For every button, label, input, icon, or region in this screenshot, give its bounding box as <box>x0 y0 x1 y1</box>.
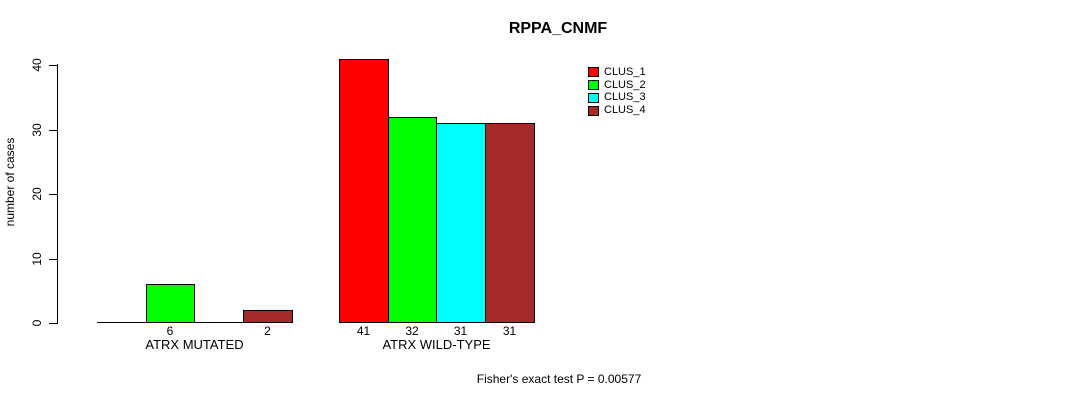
bar-clus_1-group2 <box>339 59 389 323</box>
y-axis-tick <box>49 259 58 260</box>
x-category-label: ATRX MUTATED <box>145 337 244 352</box>
bar-clus_2-group1 <box>146 284 195 323</box>
y-axis-tick-label: 40 <box>30 58 44 72</box>
y-axis-tick-label: 10 <box>30 252 44 266</box>
y-axis-tick-label: 0 <box>30 319 44 327</box>
bar-value-label: 2 <box>264 324 271 338</box>
legend-swatch-clus_2 <box>588 80 599 91</box>
chart-title: RPPA_CNMF <box>508 20 608 37</box>
y-axis-tick <box>49 65 58 66</box>
bar-clus_4-group2 <box>485 123 535 323</box>
legend-label: CLUS_3 <box>604 91 646 104</box>
legend-swatch-clus_4 <box>588 105 599 116</box>
y-axis-tick-label: 20 <box>30 187 44 201</box>
y-axis-tick <box>49 194 58 195</box>
legend-label: CLUS_1 <box>604 65 646 78</box>
bar-clus_4-group1 <box>243 310 293 323</box>
y-axis-tick <box>49 323 58 324</box>
group-baseline <box>97 322 293 323</box>
legend-swatch-clus_1 <box>588 67 599 78</box>
x-category-label: ATRX WILD-TYPE <box>382 337 491 352</box>
legend-item-clus_1: CLUS_1 <box>588 66 646 79</box>
bar-value-label: 31 <box>502 324 517 338</box>
y-axis-tick-label: 30 <box>30 123 44 137</box>
annotation-fisher-test: Fisher's exact test P = 0.00577 <box>476 372 642 386</box>
legend: CLUS_1 CLUS_2 CLUS_3 CLUS_4 <box>588 66 646 117</box>
legend-swatch-clus_3 <box>588 92 599 103</box>
legend-label: CLUS_2 <box>604 78 646 91</box>
y-axis-line <box>57 64 58 323</box>
bar-clus_2-group2 <box>388 117 437 323</box>
bar-value-label: 6 <box>166 324 174 338</box>
y-axis-tick <box>49 130 58 131</box>
legend-item-clus_2: CLUS_2 <box>588 79 646 92</box>
bar-value-label: 41 <box>356 324 371 338</box>
bar-clus_3-group2 <box>436 123 486 323</box>
legend-label: CLUS_4 <box>604 104 646 117</box>
legend-item-clus_4: CLUS_4 <box>588 104 646 117</box>
bar-value-label: 31 <box>453 324 468 338</box>
bar-value-label: 32 <box>405 324 419 338</box>
legend-item-clus_3: CLUS_3 <box>588 92 646 105</box>
